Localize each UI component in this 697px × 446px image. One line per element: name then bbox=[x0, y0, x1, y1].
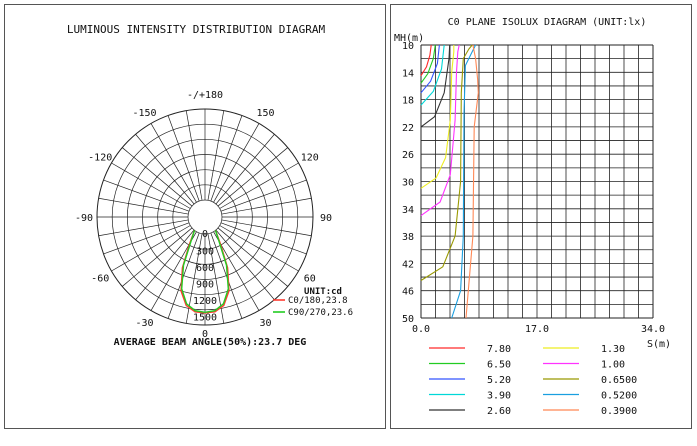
polar-grid-spoke bbox=[221, 197, 312, 215]
polar-grid-spoke bbox=[167, 232, 200, 319]
polar-grid-spoke bbox=[185, 110, 203, 201]
polar-grid-spoke bbox=[219, 162, 299, 209]
isolux-y-tick: 18 bbox=[402, 96, 414, 107]
polar-angle-label: -90 bbox=[75, 213, 93, 224]
unit-label: UNIT:cd bbox=[304, 287, 342, 297]
polar-angle-label: 90 bbox=[320, 213, 332, 224]
polar-grid-spoke bbox=[215, 229, 275, 300]
polar-angle-label: 150 bbox=[256, 108, 274, 119]
polar-angle-label: -30 bbox=[135, 318, 153, 329]
polar-grid-spoke bbox=[210, 115, 243, 202]
polar-grid-spoke bbox=[111, 162, 191, 209]
polar-grid-spoke bbox=[98, 197, 189, 215]
isolux-chart: C0 PLANE ISOLUX DIAGRAM (UNIT:lx) MH(m)10… bbox=[394, 17, 671, 417]
polar-angle-label: -120 bbox=[88, 153, 112, 164]
isolux-y-tick: 34 bbox=[402, 205, 414, 216]
isolux-contour bbox=[465, 44, 479, 319]
polar-angle-label: -60 bbox=[91, 274, 109, 285]
isolux-contour bbox=[420, 44, 440, 94]
isolux-legend-label: 0.3900 bbox=[601, 406, 637, 417]
isolux-legend-label: 7.80 bbox=[487, 344, 511, 355]
polar-grid-spoke bbox=[215, 134, 275, 205]
polar-grid-spoke bbox=[217, 147, 288, 207]
polar-radial-label: 300 bbox=[196, 247, 214, 258]
isolux-y-tick: 42 bbox=[402, 259, 414, 270]
isolux-y-tick: 10 bbox=[402, 41, 414, 52]
polar-grid-spoke bbox=[220, 222, 307, 255]
isolux-contour bbox=[420, 44, 445, 106]
isolux-contour bbox=[420, 44, 460, 217]
polar-radial-label: 1200 bbox=[193, 296, 217, 307]
polar-grid-spoke bbox=[135, 229, 195, 300]
polar-grid-spoke bbox=[219, 225, 299, 272]
legend-label: C90/270,23.6 bbox=[288, 308, 353, 318]
isolux-y-tick: 50 bbox=[402, 314, 414, 325]
polar-grid-spoke bbox=[122, 147, 193, 207]
polar-grid-spoke bbox=[103, 179, 190, 212]
polar-angle-label: 120 bbox=[301, 153, 319, 164]
polar-radial-label: 900 bbox=[196, 280, 214, 291]
polar-grid-spoke bbox=[213, 123, 260, 203]
isolux-legend-label: 0.6500 bbox=[601, 375, 637, 386]
isolux-contour bbox=[420, 44, 432, 76]
isolux-legend-label: 6.50 bbox=[487, 360, 511, 371]
polar-angle-label: -150 bbox=[132, 108, 156, 119]
polar-grid-spoke bbox=[207, 110, 225, 201]
polar-grid-spoke bbox=[185, 233, 203, 324]
polar-grid-spoke bbox=[207, 233, 225, 324]
isolux-contour bbox=[451, 44, 477, 319]
isolux-x-axis-label: S(m) bbox=[647, 339, 671, 350]
polar-radial-label: 600 bbox=[196, 263, 214, 274]
beam-angle-text: AVERAGE BEAM ANGLE(50%):23.7 DEG bbox=[114, 337, 307, 348]
polar-grid-spoke bbox=[217, 227, 288, 287]
polar-grid-spoke bbox=[122, 227, 193, 287]
polar-radial-label: 0 bbox=[202, 229, 208, 240]
polar-angle-label: -/+180 bbox=[187, 90, 223, 101]
polar-angle-label: 0 bbox=[202, 329, 208, 340]
polar-grid-spoke bbox=[220, 179, 307, 212]
isolux-chart-panel: C0 PLANE ISOLUX DIAGRAM (UNIT:lx) MH(m) 10… bbox=[390, 4, 692, 429]
isolux-legend-label: 1.30 bbox=[601, 344, 625, 355]
polar-angle-label: 30 bbox=[259, 318, 271, 329]
isolux-y-axis-label: MH(m) bbox=[394, 33, 424, 44]
isolux-y-tick: 38 bbox=[402, 232, 414, 243]
polar-angle-label: 60 bbox=[304, 274, 316, 285]
isolux-y-tick: 26 bbox=[402, 150, 414, 161]
isolux-title: C0 PLANE ISOLUX DIAGRAM (UNIT:lx) bbox=[448, 17, 647, 28]
isolux-contour bbox=[420, 45, 455, 189]
isolux-legend-label: 1.00 bbox=[601, 360, 625, 371]
isolux-legend-label: 3.90 bbox=[487, 391, 511, 402]
polar-chart-panel: LUMINOUS INTENSITY DISTRIBUTION DIAGRAM -… bbox=[4, 4, 386, 429]
polar-chart: LUMINOUS INTENSITY DISTRIBUTION DIAGRAM -… bbox=[67, 23, 353, 348]
isolux-x-tick: 0.0 bbox=[412, 324, 430, 335]
legend-label: C0/180,23.8 bbox=[288, 296, 348, 306]
isolux-x-tick: 34.0 bbox=[641, 324, 665, 335]
polar-grid-spoke bbox=[98, 219, 189, 237]
polar-radial-label: 1500 bbox=[193, 313, 217, 324]
polar-grid-spoke bbox=[135, 134, 195, 205]
polar-grid-spoke bbox=[210, 232, 243, 319]
isolux-y-tick: 14 bbox=[402, 68, 414, 79]
isolux-contour bbox=[420, 44, 451, 128]
isolux-contour bbox=[420, 44, 473, 281]
isolux-legend-label: 5.20 bbox=[487, 375, 511, 386]
isolux-contour bbox=[420, 44, 436, 84]
isolux-y-tick: 22 bbox=[402, 123, 414, 134]
polar-grid-spoke bbox=[221, 219, 312, 237]
polar-series-c90 bbox=[180, 230, 230, 314]
isolux-y-tick: 46 bbox=[402, 287, 414, 298]
isolux-y-tick: 30 bbox=[402, 178, 414, 189]
polar-grid-spoke bbox=[103, 222, 190, 255]
isolux-legend-label: 2.60 bbox=[487, 406, 511, 417]
isolux-x-tick: 17.0 bbox=[525, 324, 549, 335]
isolux-legend-label: 0.5200 bbox=[601, 391, 637, 402]
polar-grid-spoke bbox=[167, 115, 200, 202]
polar-grid-spoke bbox=[111, 225, 191, 272]
polar-title: LUMINOUS INTENSITY DISTRIBUTION DIAGRAM bbox=[67, 23, 326, 36]
polar-grid-spoke bbox=[150, 123, 197, 203]
